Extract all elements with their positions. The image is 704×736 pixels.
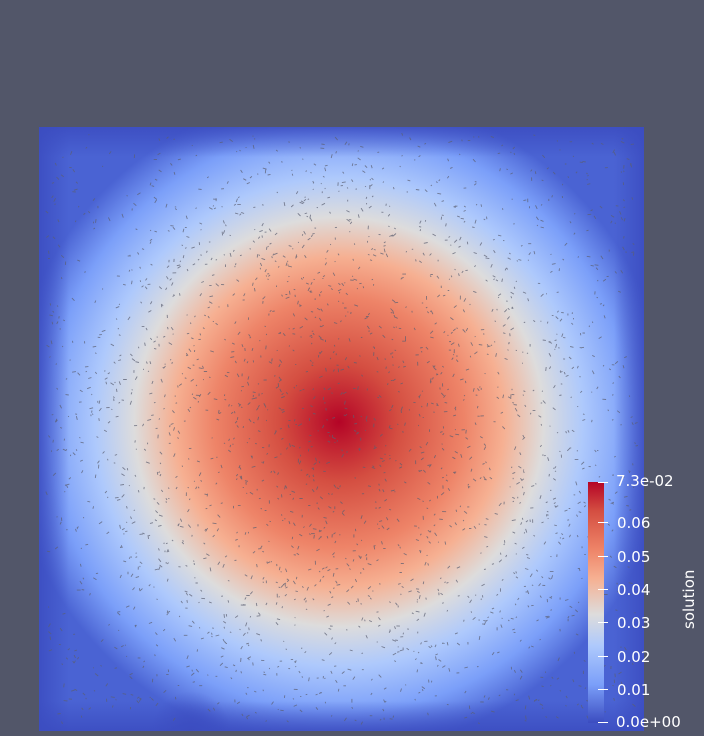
colorbar-tick (598, 556, 608, 557)
colorbar-title: solution (680, 569, 698, 629)
solution-gradient (39, 127, 644, 731)
mesh-edge-path (45, 132, 638, 725)
colorbar-tick (598, 622, 608, 623)
colorbar-tick-label: 0.06 (617, 514, 651, 532)
mesh-edges (45, 132, 638, 725)
colorbar-max-label: 7.3e-02 (616, 472, 674, 490)
boundary-top (39, 127, 644, 157)
colorbar (588, 482, 604, 723)
colorbar-tick-label: 0.03 (617, 614, 651, 632)
colorbar-tick (598, 482, 608, 483)
colorbar-tick (598, 589, 608, 590)
colorbar-tick (598, 656, 608, 657)
solution-field-svg (39, 127, 644, 731)
boundary-bottom (39, 701, 644, 731)
colorbar-tick-label: 0.04 (617, 581, 651, 599)
boundary-right (614, 127, 644, 731)
colorbar-tick (598, 689, 608, 690)
colorbar-tick-label: 0.05 (617, 548, 651, 566)
colorbar-tick-label: 0.01 (617, 681, 651, 699)
colorbar-min-label: 0.0e+00 (616, 713, 681, 731)
boundary-notch (151, 657, 231, 731)
colorbar-tick (598, 722, 608, 723)
boundary-left (39, 127, 69, 731)
solution-field-plot[interactable] (39, 127, 644, 731)
colorbar-tick (598, 522, 608, 523)
colorbar-tick-label: 0.02 (617, 648, 651, 666)
